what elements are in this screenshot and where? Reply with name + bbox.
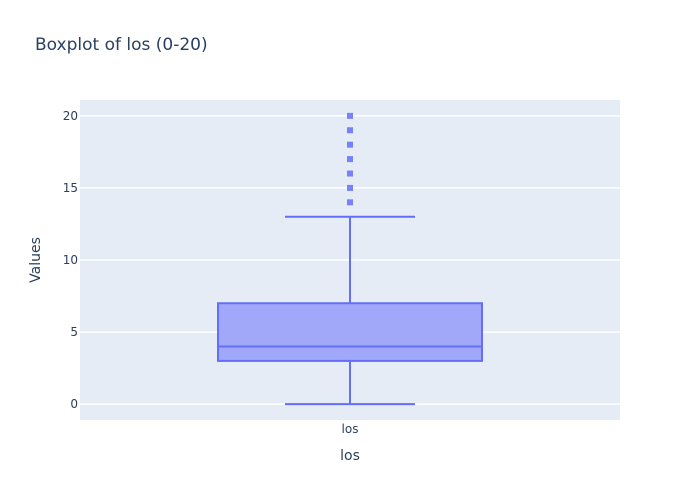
box-series [217,215,483,406]
y-tick-5: 5 [70,325,78,339]
y-axis-title: Values [28,237,44,283]
outlier-point-19 [347,127,353,134]
y-tick-20: 20 [63,109,78,123]
outlier-point-20 [347,112,353,119]
outlier-point-16 [347,170,353,177]
x-tick-label: los [342,422,359,436]
y-tick-0: 0 [70,397,78,411]
outlier-points [347,112,353,206]
outlier-point-15 [347,184,353,191]
y-tick-10: 10 [63,253,78,267]
iqr-box [217,302,483,362]
y-tick-15: 15 [63,181,78,195]
outlier-point-18 [347,141,353,148]
x-axis-title: los [340,448,360,464]
chart-title: Boxplot of los (0-20) [35,35,208,55]
outlier-point-17 [347,156,353,163]
outlier-point-14 [347,199,353,206]
y-tick-labels: 0 5 10 15 20 [63,109,78,411]
